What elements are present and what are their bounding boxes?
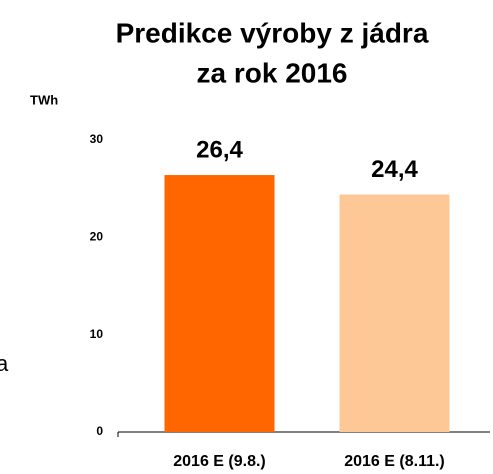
y-tick-label: 10	[90, 327, 104, 341]
bar	[339, 194, 450, 432]
x-tick-label: 2016 E (9.8.)	[173, 453, 266, 470]
side-text: a	[0, 351, 9, 376]
chart-title: Predikce výroby z jádra	[116, 17, 429, 48]
value-label: 26,4	[196, 136, 243, 163]
y-tick-label: 0	[96, 424, 103, 438]
bar	[164, 175, 275, 433]
x-tick-label: 2016 E (8.11.)	[344, 453, 445, 470]
chart-title: za rok 2016	[197, 57, 348, 88]
y-axis-label: TWh	[30, 92, 58, 107]
value-label: 24,4	[371, 156, 418, 183]
y-tick-label: 20	[90, 230, 104, 244]
y-tick-label: 30	[90, 132, 104, 146]
